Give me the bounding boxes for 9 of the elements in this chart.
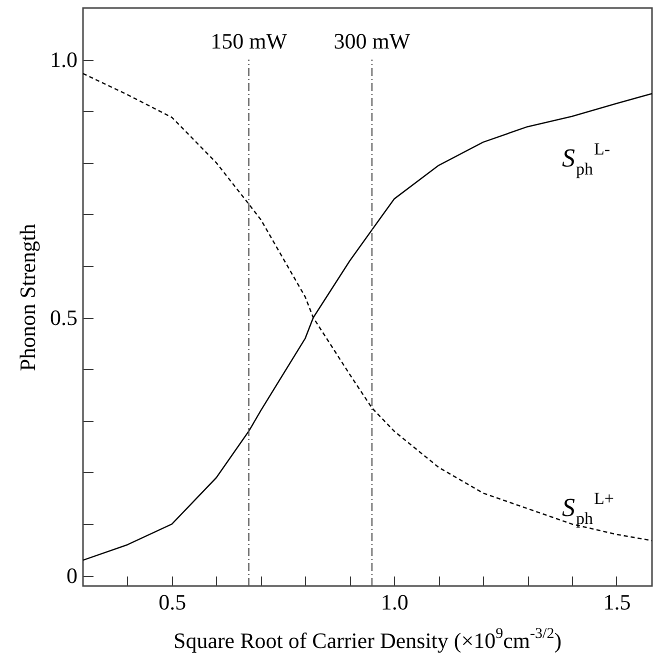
x-tick-label: 1.5 [603, 590, 631, 614]
x-tick-label: 0.5 [158, 590, 186, 614]
y-axis-title: Phonon Strength [15, 224, 40, 372]
y-tick-label: 0.5 [50, 305, 78, 330]
y-tick-label: 1.0 [50, 47, 78, 72]
y-tick-label: 0 [66, 563, 78, 588]
x-tick-label: 1.0 [380, 590, 408, 614]
ref-line-label: 300 mW [334, 28, 410, 54]
ref-line-label: 150 mW [210, 28, 288, 54]
